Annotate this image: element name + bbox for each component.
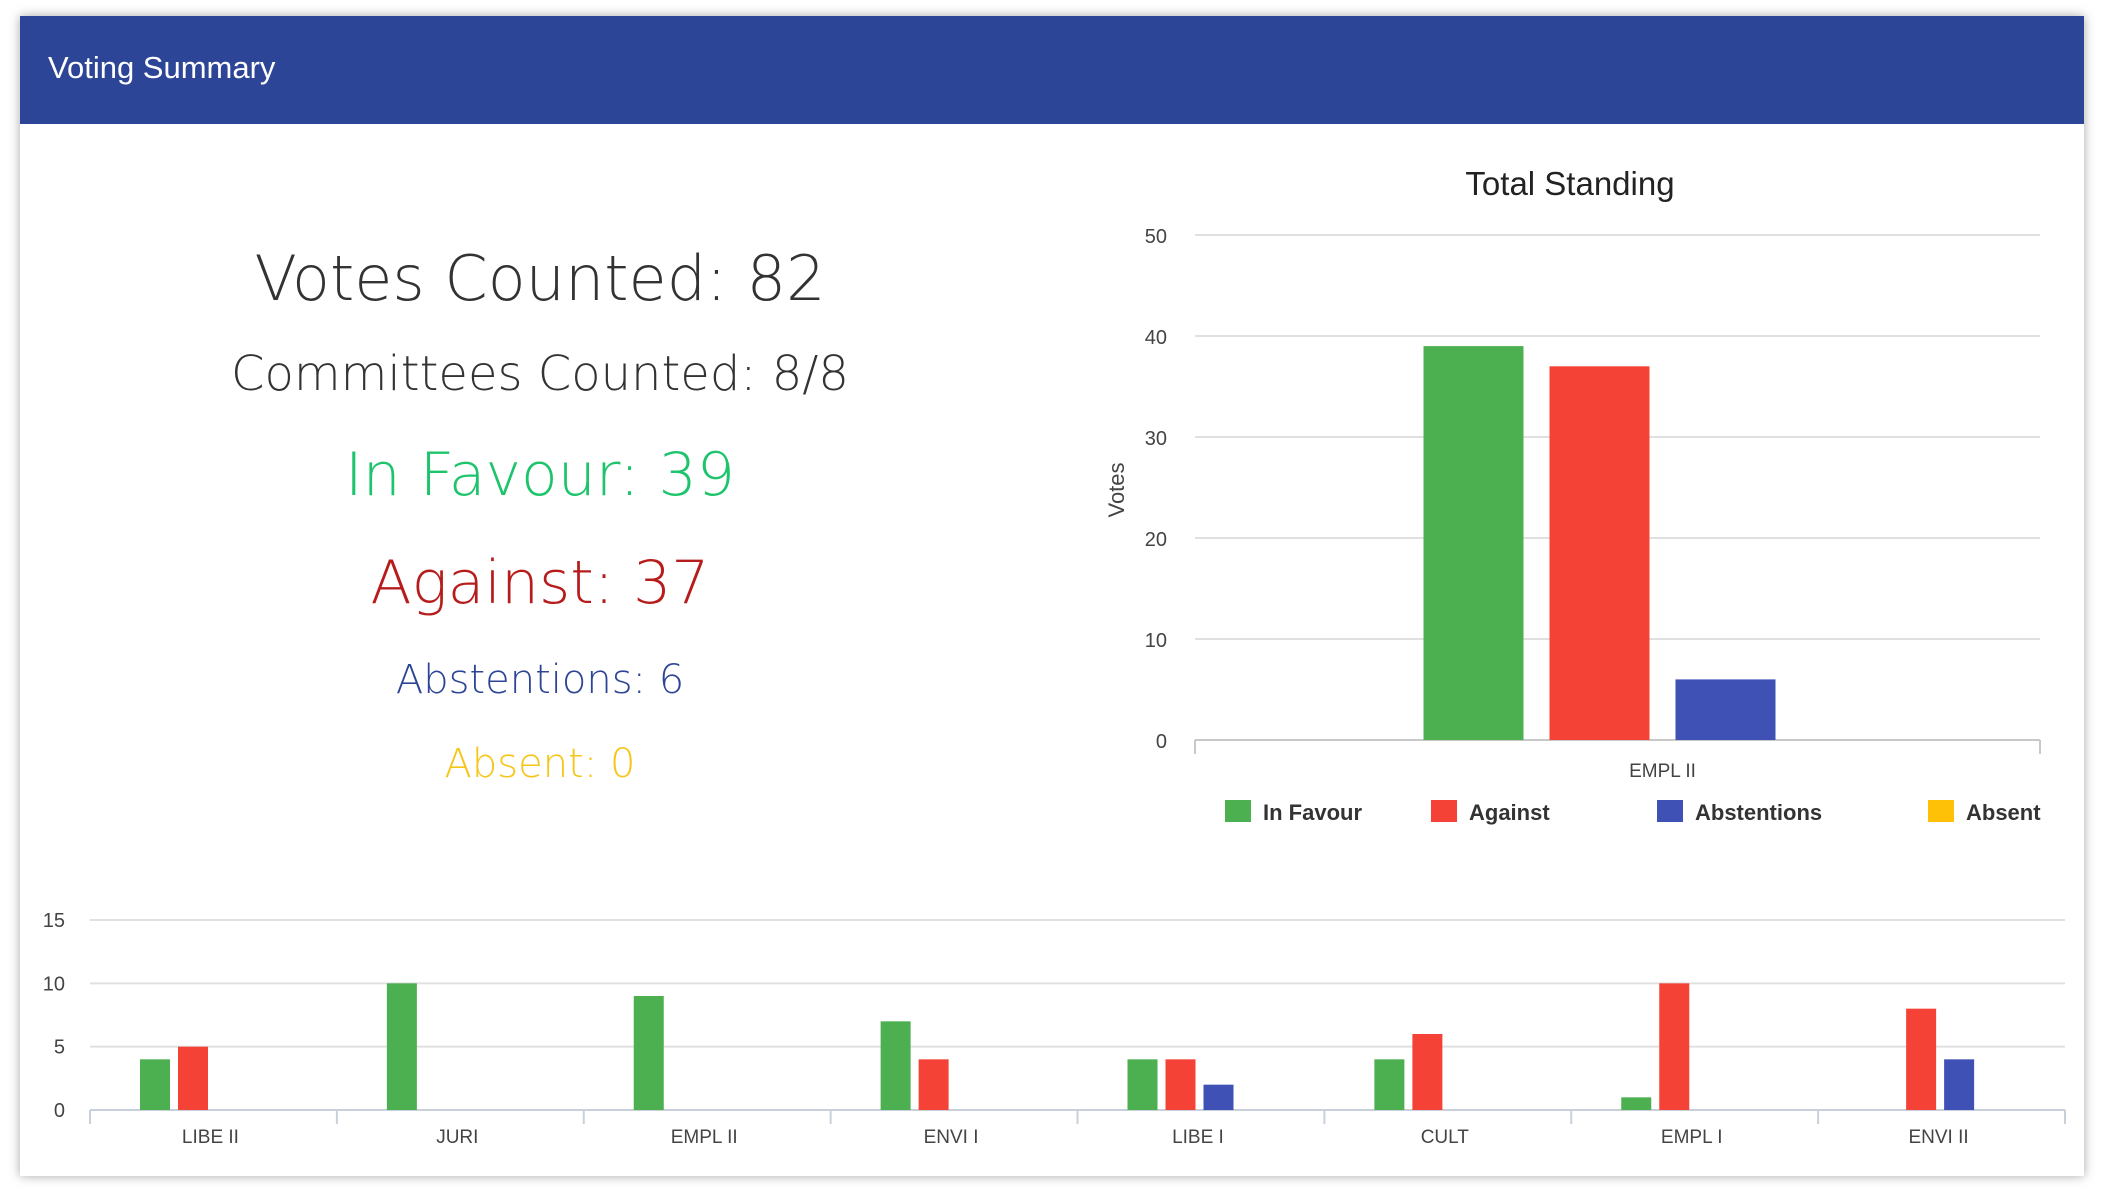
- committee-ytick-label: 0: [54, 1100, 65, 1122]
- committee-ytick-label: 10: [43, 973, 65, 995]
- legend-swatch-in-favour: [1225, 800, 1251, 822]
- committee-ytick-label: 15: [43, 910, 65, 932]
- legend-label-absent: Absent: [1966, 800, 2041, 825]
- votes-counted: Votes Counted: 82: [254, 242, 826, 315]
- committee-bar-libe-ii-in-favour: [140, 1059, 170, 1110]
- committee-bar-envi-i-against: [918, 1059, 949, 1110]
- committee-bar-libe-i-against: [1165, 1059, 1196, 1110]
- committee-bar-empl-ii-in-favour: [633, 996, 664, 1110]
- committee-xtick-label: EMPL I: [1661, 1127, 1723, 1148]
- total-ytick-label: 40: [1145, 327, 1167, 349]
- total-standing-chart: Total Standing Votes 0 10 20 30 40 50 EMPL II…: [1104, 165, 2041, 825]
- committees-counted: Committees Counted: 8/8: [231, 346, 849, 402]
- committee-bar-envi-ii-abstentions: [1944, 1059, 1975, 1110]
- committee-xtick-label: LIBE I: [1172, 1127, 1224, 1148]
- legend-label-against: Against: [1469, 800, 1550, 825]
- committee-bar-libe-i-in-favour: [1127, 1059, 1158, 1110]
- committee-bar-envi-ii-against: [1906, 1008, 1937, 1110]
- against-total: Against: 37: [370, 548, 710, 618]
- total-ytick-label: 50: [1145, 226, 1167, 248]
- committee-xtick-label: JURI: [436, 1127, 478, 1148]
- absent-total: Absent: 0: [444, 741, 636, 787]
- committee-xtick-label: EMPL II: [671, 1127, 738, 1148]
- panel-title: Voting Summary: [48, 50, 276, 85]
- committee-bar-empl-i-in-favour: [1621, 1097, 1652, 1110]
- committee-bar-cult-against: [1412, 1034, 1443, 1110]
- committee-ytick-label: 5: [54, 1037, 65, 1059]
- committee-bar-empl-i-against: [1659, 983, 1690, 1110]
- legend-swatch-absent: [1928, 800, 1954, 822]
- legend-swatch-against: [1431, 800, 1457, 822]
- total-ytick-label: 30: [1145, 428, 1167, 450]
- total-bar-in-favour: [1423, 346, 1524, 740]
- committee-xtick-label: CULT: [1421, 1127, 1470, 1148]
- committee-bar-juri-in-favour: [386, 983, 417, 1110]
- total-bar-abstentions: [1675, 679, 1776, 740]
- legend-label-in-favour: In Favour: [1263, 800, 1362, 825]
- legend-label-abstentions: Abstentions: [1695, 800, 1822, 825]
- panel-header: Voting Summary: [20, 16, 2084, 124]
- committee-bar-libe-ii-against: [178, 1046, 208, 1110]
- abstentions-total: Abstentions: 6: [395, 657, 685, 703]
- committee-bar-libe-i-abstentions: [1203, 1084, 1234, 1110]
- total-chart-ylabel: Votes: [1104, 462, 1129, 517]
- in-favour-total: In Favour: 39: [344, 440, 736, 510]
- committee-xtick-label: ENVI I: [924, 1127, 979, 1148]
- total-ytick-label: 10: [1145, 630, 1167, 652]
- total-bar-against: [1549, 366, 1650, 740]
- committee-xtick-label: LIBE II: [182, 1127, 239, 1148]
- committee-bar-cult-in-favour: [1374, 1059, 1405, 1110]
- committee-xtick-label: ENVI II: [1908, 1127, 1968, 1148]
- total-xtick-label: EMPL II: [1629, 761, 1696, 782]
- legend-swatch-abstentions: [1657, 800, 1683, 822]
- committee-chart: 0 5 10 15 LIBE II JURI EMPL II ENVI I LIBE I CUL…: [43, 910, 2066, 1148]
- total-chart-title: Total Standing: [1465, 165, 1674, 202]
- total-ytick-label: 0: [1156, 731, 1167, 753]
- committee-bar-envi-i-in-favour: [880, 1021, 911, 1110]
- total-ytick-label: 20: [1145, 529, 1167, 551]
